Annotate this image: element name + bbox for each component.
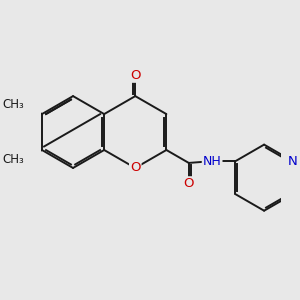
Text: O: O	[184, 177, 194, 190]
Text: O: O	[130, 161, 140, 175]
Text: O: O	[130, 69, 140, 82]
Text: NH: NH	[203, 154, 221, 168]
Text: CH₃: CH₃	[2, 153, 24, 166]
Text: CH₃: CH₃	[2, 98, 24, 111]
Text: N: N	[288, 154, 298, 168]
